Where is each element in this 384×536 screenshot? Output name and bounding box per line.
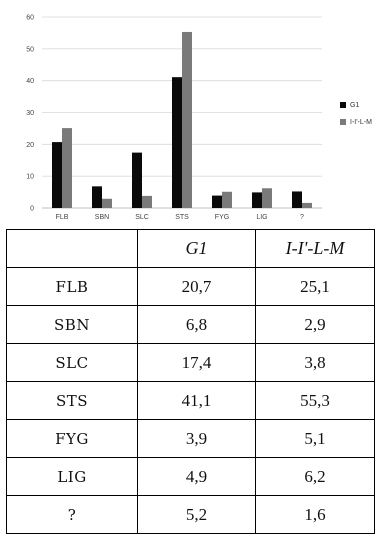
chart-svg: 0 10 20 30 40 50 60 FLB SBN SLC STS FYG LIG ? G1 I-I'-L… (26, 15, 372, 222)
y-tick-label: 40 (26, 78, 34, 85)
y-tick-label: 50 (26, 46, 34, 53)
cell-ilm: 3,8 (255, 343, 375, 382)
y-tick-label: 10 (26, 174, 34, 181)
cell-g1: 5,2 (137, 495, 256, 534)
cell-g1: 3,9 (137, 419, 256, 458)
row-label: ? (6, 495, 138, 534)
cell-ilm: 55,3 (255, 381, 375, 420)
table-row: SBN 6,8 2,9 (6, 305, 375, 344)
y-tick-label: 0 (30, 206, 34, 213)
bar-ilm (262, 188, 272, 208)
bar-g1 (132, 152, 142, 208)
bar-ilm (62, 128, 72, 208)
row-label: SLC (6, 343, 138, 382)
bar-ilm (302, 202, 312, 208)
table-row: SLC 17,4 3,8 (6, 343, 375, 382)
table-row: FLB 20,7 25,1 (6, 267, 375, 306)
row-label: LIG (6, 457, 138, 496)
row-label: STS (6, 381, 138, 420)
table-row: STS 41,1 55,3 (6, 381, 375, 420)
legend-label: I-I'-L-M (350, 119, 372, 126)
table-header-row: G1 I-I'-L-M (6, 229, 375, 268)
y-tick-label: 60 (26, 15, 34, 22)
table-row: FYG 3,9 5,1 (6, 419, 375, 458)
legend-swatch (340, 102, 346, 108)
table-row: ? 5,2 1,6 (6, 495, 375, 534)
row-label: FYG (6, 419, 138, 458)
bar-g1 (92, 186, 102, 208)
x-tick-label: ? (300, 214, 304, 221)
bar-g1 (292, 191, 302, 208)
table-header-ilm: I-I'-L-M (255, 229, 375, 268)
legend-label: G1 (350, 102, 359, 109)
table-header-empty (6, 229, 138, 268)
cell-g1: 6,8 (137, 305, 256, 344)
x-tick-label: FLB (56, 214, 69, 221)
cell-g1: 17,4 (137, 343, 256, 382)
x-tick-label: SBN (95, 214, 109, 221)
table-row: LIG 4,9 6,2 (6, 457, 375, 496)
cell-g1: 4,9 (137, 457, 256, 496)
x-tick-label: STS (175, 214, 189, 221)
bar-ilm (142, 195, 152, 208)
bar-ilm (182, 31, 192, 208)
bar-g1 (172, 77, 182, 208)
y-tick-label: 20 (26, 142, 34, 149)
bar-ilm (222, 191, 232, 208)
row-label: SBN (6, 305, 138, 344)
cell-ilm: 2,9 (255, 305, 375, 344)
cell-g1: 20,7 (137, 267, 256, 306)
bar-g1 (212, 195, 222, 208)
cell-ilm: 6,2 (255, 457, 375, 496)
cell-g1: 41,1 (137, 381, 256, 420)
bar-chart: 0 10 20 30 40 50 60 FLB SBN SLC STS FYG LIG? G1 I-I'-L… (0, 0, 384, 228)
bar-g1 (52, 142, 62, 208)
cell-ilm: 1,6 (255, 495, 375, 534)
x-tick-label: LIG (256, 214, 267, 221)
table-header-g1: G1 (137, 229, 256, 268)
data-table: G1 I-I'-L-M FLB 20,7 25,1 SBN 6,8 2,9 SL… (6, 229, 375, 534)
bar-g1 (252, 192, 262, 208)
legend-swatch (340, 119, 346, 125)
y-tick-label: 30 (26, 110, 34, 117)
row-label: FLB (6, 267, 138, 306)
x-tick-label: FYG (215, 214, 229, 221)
cell-ilm: 25,1 (255, 267, 375, 306)
x-tick-label: SLC (135, 214, 149, 221)
cell-ilm: 5,1 (255, 419, 375, 458)
bar-ilm (102, 198, 112, 208)
